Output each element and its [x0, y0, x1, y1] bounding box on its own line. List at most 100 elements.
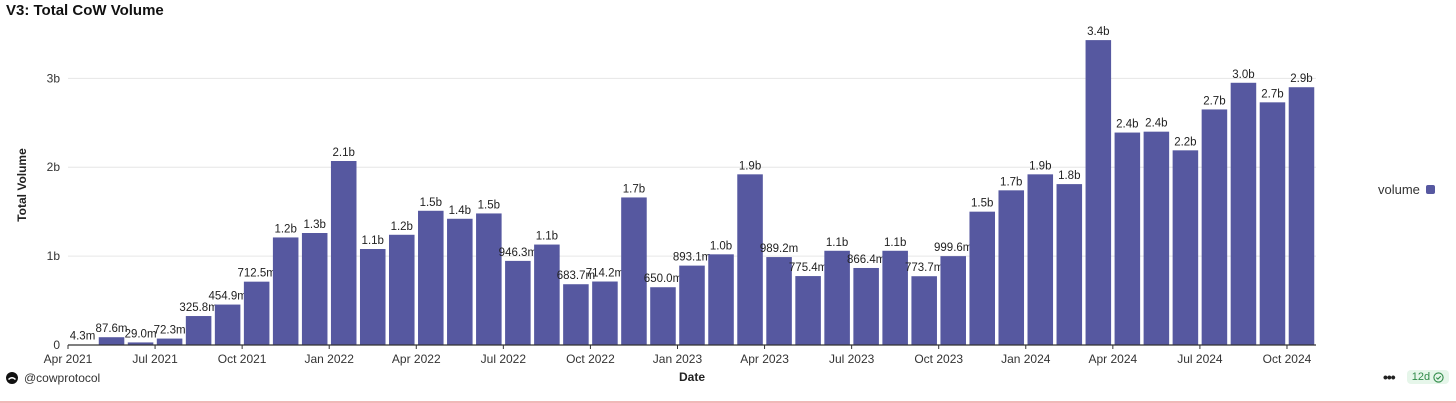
y-tick-label: 3b: [47, 71, 61, 85]
data-label: 1.5b: [420, 197, 442, 209]
x-tick-label: Oct 2023: [914, 352, 963, 366]
bar[interactable]: [243, 281, 270, 345]
x-tick-label: Apr 2022: [392, 352, 441, 366]
data-label: 946.3m: [499, 247, 537, 259]
chart-title: V3: Total CoW Volume: [6, 2, 164, 19]
age-badge: 12d: [1406, 370, 1450, 384]
bar[interactable]: [1288, 87, 1315, 345]
age-badge-label: 12d: [1411, 371, 1431, 383]
bar[interactable]: [679, 265, 705, 345]
bar[interactable]: [156, 338, 183, 345]
x-tick-label: Apr 2021: [44, 352, 93, 366]
data-label: 1.2b: [391, 221, 413, 233]
data-label: 1.1b: [826, 237, 848, 249]
bar[interactable]: [388, 234, 415, 345]
y-axis-title: Total Volume: [15, 148, 29, 222]
data-label: 2.7b: [1261, 88, 1283, 100]
bar[interactable]: [940, 256, 966, 345]
x-tick-label: Jul 2022: [481, 352, 527, 366]
bar[interactable]: [505, 260, 531, 345]
y-tick-label: 0: [53, 338, 60, 352]
bar[interactable]: [708, 254, 734, 345]
data-label: 650.0m: [644, 273, 682, 285]
more-options-icon[interactable]: •••: [1383, 369, 1396, 385]
data-label: 989.2m: [760, 243, 798, 255]
data-label: 1.7b: [623, 183, 645, 195]
data-label: 714.2m: [586, 268, 624, 280]
data-label: 454.9m: [208, 291, 246, 303]
y-tick-label: 2b: [47, 160, 61, 174]
footer-actions: ••• 12d: [1383, 369, 1450, 385]
x-tick-label: Apr 2024: [1088, 352, 1137, 366]
legend[interactable]: volume: [1378, 182, 1435, 197]
data-label: 773.7m: [905, 262, 943, 274]
bar[interactable]: [1114, 132, 1141, 345]
data-label: 1.0b: [710, 240, 732, 252]
data-label: 1.4b: [449, 205, 471, 217]
bar[interactable]: [476, 213, 502, 345]
bar[interactable]: [998, 190, 1025, 345]
bar[interactable]: [185, 316, 212, 345]
data-label: 866.4m: [847, 254, 885, 266]
bar[interactable]: [911, 276, 937, 345]
bar[interactable]: [301, 233, 328, 345]
data-label: 2.1b: [333, 147, 355, 159]
x-tick-label: Jul 2024: [1177, 352, 1223, 366]
dune-logo-icon: [6, 372, 18, 384]
bar[interactable]: [1027, 174, 1054, 345]
bar[interactable]: [127, 342, 154, 345]
bottom-border: [0, 401, 1456, 403]
legend-label: volume: [1378, 182, 1420, 197]
bar[interactable]: [330, 161, 357, 345]
data-label: 3.0b: [1232, 69, 1254, 81]
bar[interactable]: [98, 337, 125, 345]
bar[interactable]: [650, 287, 676, 345]
bar[interactable]: [1201, 109, 1228, 345]
bar[interactable]: [1259, 102, 1286, 345]
legend-swatch: [1425, 185, 1435, 194]
bar[interactable]: [592, 281, 618, 345]
bar[interactable]: [766, 257, 792, 345]
bar[interactable]: [824, 250, 850, 345]
bar[interactable]: [214, 304, 241, 345]
bar[interactable]: [359, 249, 386, 345]
data-label: 4.3m: [70, 331, 96, 343]
bar[interactable]: [795, 276, 821, 345]
x-tick-label: Jan 2023: [653, 352, 703, 366]
data-label: 72.3m: [154, 325, 186, 337]
bar[interactable]: [447, 218, 473, 345]
data-label: 1.8b: [1058, 170, 1080, 182]
data-label: 893.1m: [673, 252, 711, 264]
bar[interactable]: [1143, 131, 1170, 345]
bar[interactable]: [737, 174, 763, 345]
data-label: 2.9b: [1290, 73, 1312, 85]
data-label: 1.9b: [1029, 160, 1051, 172]
data-label: 1.1b: [362, 235, 384, 247]
data-label: 1.5b: [971, 198, 993, 210]
x-tick-label: Oct 2024: [1263, 352, 1312, 366]
bar[interactable]: [621, 197, 647, 345]
bar[interactable]: [969, 211, 996, 345]
data-label: 1.1b: [536, 231, 558, 243]
bar[interactable]: [1172, 150, 1199, 345]
bar[interactable]: [272, 237, 299, 345]
bar[interactable]: [853, 267, 879, 345]
data-label: 325.8m: [179, 302, 217, 314]
bar[interactable]: [563, 284, 589, 345]
x-tick-label: Jan 2022: [305, 352, 355, 366]
bar[interactable]: [1056, 184, 1083, 345]
bar[interactable]: [882, 250, 908, 345]
data-label: 1.9b: [739, 160, 761, 172]
data-label: 712.5m: [237, 268, 275, 280]
footer-user[interactable]: @cowprotocol: [6, 371, 100, 385]
bar[interactable]: [534, 244, 560, 345]
bar[interactable]: [1230, 82, 1257, 346]
data-label: 3.4b: [1087, 26, 1109, 38]
bar[interactable]: [418, 210, 444, 345]
x-axis-title: Date: [679, 370, 705, 384]
x-tick-label: Jul 2023: [829, 352, 875, 366]
data-label: 1.7b: [1000, 176, 1022, 188]
data-label: 87.6m: [96, 323, 128, 335]
bar[interactable]: [1085, 40, 1112, 345]
